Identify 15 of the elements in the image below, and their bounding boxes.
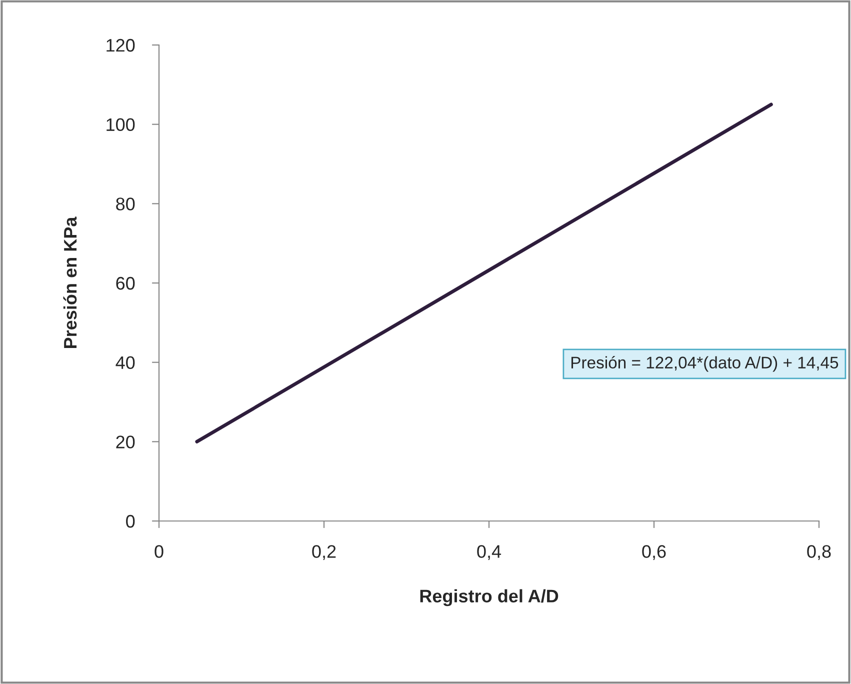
x-tick-label: 0,8 (807, 545, 831, 560)
x-tick-label: 0,2 (312, 545, 336, 560)
x-tick-label: 0,4 (477, 545, 502, 560)
x-tick-label: 0,6 (642, 545, 666, 560)
y-tick-label: 60 (116, 276, 135, 290)
y-tick-label: 0 (126, 514, 135, 528)
x-tick-label: 0 (154, 545, 164, 558)
x-axis-title: Registro del A/D (420, 589, 558, 606)
y-tick-label: 40 (116, 356, 135, 370)
y-tick-label: 120 (106, 38, 135, 52)
y-axis-title: Presión en KPa (63, 216, 77, 348)
y-tick-label: 100 (106, 118, 135, 132)
annotation: Presión = 122,04*(dato A/D) + 14,45 (571, 356, 838, 372)
y-tick-label: 20 (116, 436, 135, 448)
y-tick-label: 80 (116, 198, 135, 210)
